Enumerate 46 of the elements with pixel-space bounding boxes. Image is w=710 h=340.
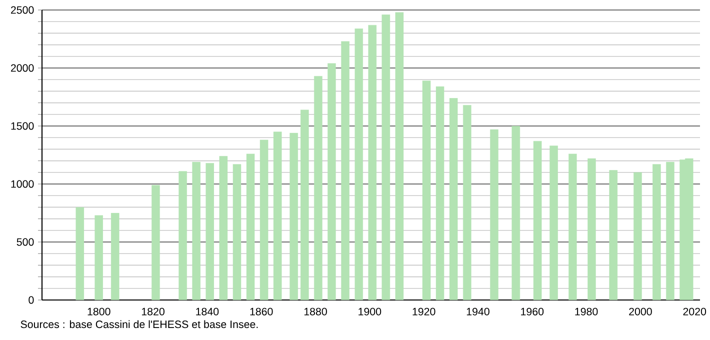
bar [634, 172, 642, 300]
x-tick-label: 2000 [629, 308, 652, 316]
bar [152, 185, 160, 300]
bar [290, 132, 298, 300]
y-tick-label: 1500 [11, 122, 34, 130]
x-tick-label: 1820 [142, 308, 164, 316]
x-tick-label: 1860 [250, 308, 273, 316]
y-tick-label: 500 [16, 238, 34, 246]
x-tick-label: 1840 [196, 308, 219, 316]
bar [94, 215, 104, 300]
bar [550, 146, 558, 300]
bar [422, 80, 431, 300]
bar [354, 28, 363, 300]
bar [490, 129, 498, 300]
bar [436, 86, 444, 300]
x-tick-label: 1900 [358, 308, 382, 316]
x-tick-label: 1920 [412, 308, 436, 316]
bar [382, 14, 390, 300]
bar [110, 212, 120, 300]
x-tick-label: 2020 [683, 308, 706, 316]
bar [314, 76, 322, 300]
y-tick-label: 2000 [10, 64, 34, 72]
y-tick-label: 2500 [10, 6, 34, 14]
bar [206, 163, 214, 300]
bar [368, 25, 376, 300]
bar [76, 207, 84, 300]
bar [512, 126, 520, 300]
bar [273, 132, 282, 300]
x-tick-label: 1880 [304, 308, 327, 316]
y-tick-label: 1000 [11, 180, 34, 188]
x-tick-label: 1800 [88, 308, 110, 316]
x-tick-label: 1980 [575, 308, 598, 316]
source-note: Sources : base Cassini de l'EHESS et base Insee. [20, 320, 258, 328]
bar [533, 141, 542, 300]
bar [341, 41, 350, 300]
bar [395, 12, 404, 300]
bar [588, 158, 596, 300]
bar [328, 63, 336, 300]
bar [246, 154, 255, 300]
bar [652, 164, 661, 300]
bar [178, 171, 187, 300]
y-tick-label: 0 [28, 296, 34, 304]
bar [609, 170, 618, 300]
bar [260, 140, 268, 300]
x-tick-label: 1940 [466, 308, 490, 316]
x-tick-label: 1960 [521, 308, 544, 316]
